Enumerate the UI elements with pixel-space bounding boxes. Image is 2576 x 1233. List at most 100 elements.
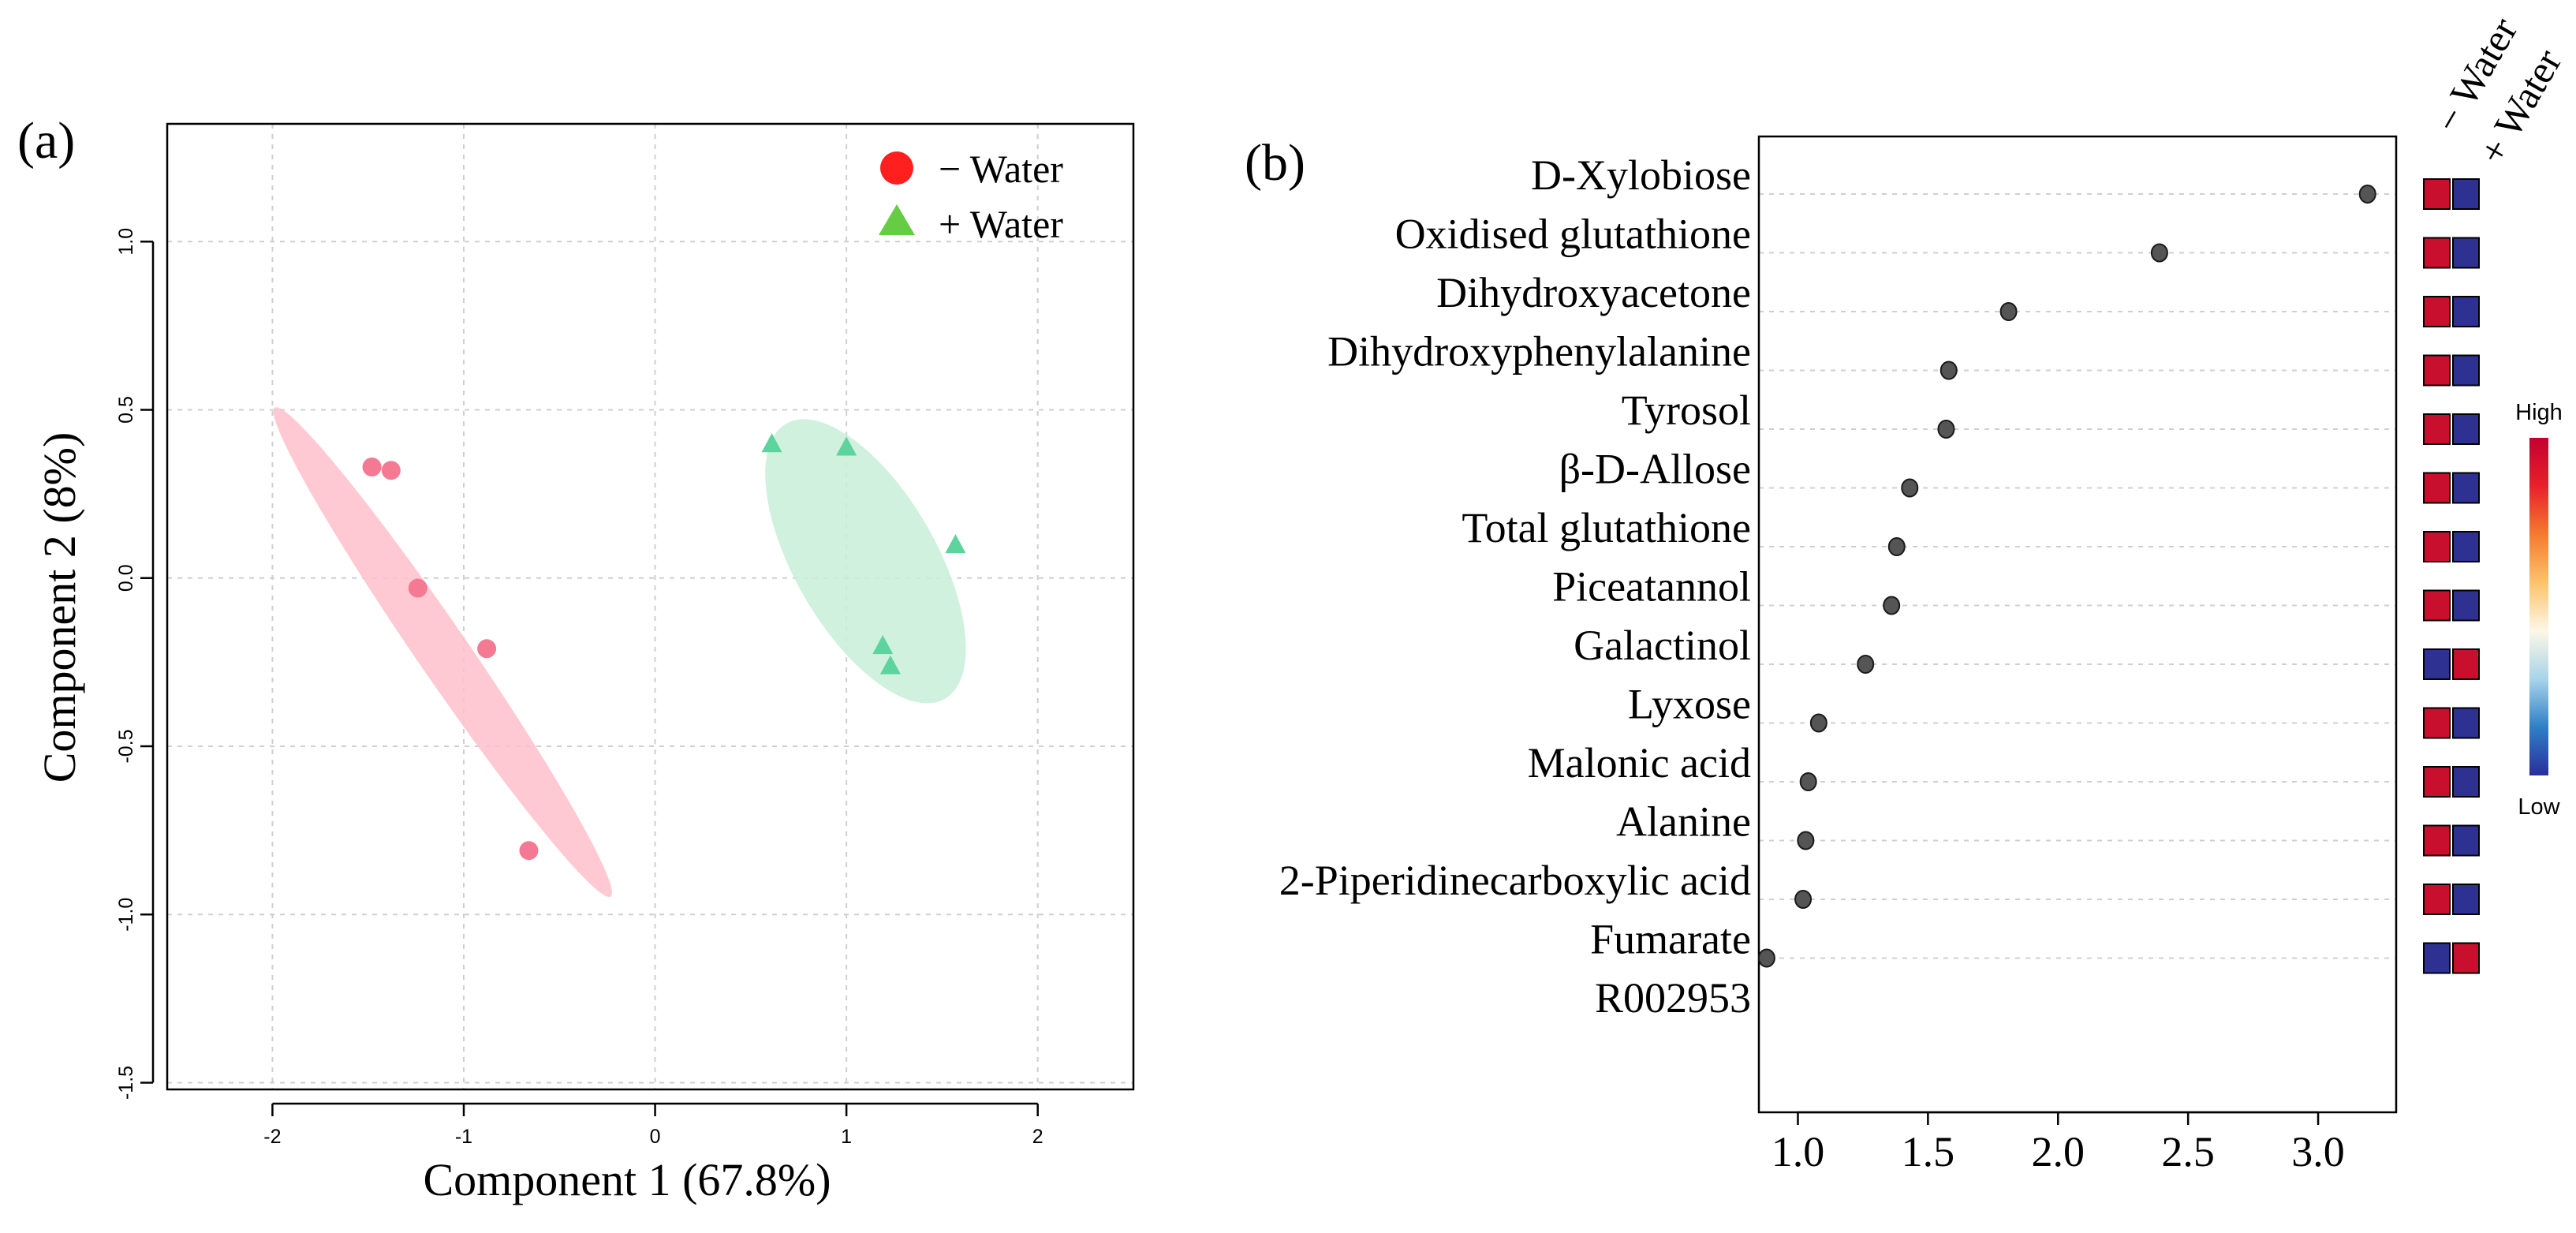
point-water-4 bbox=[872, 635, 894, 655]
heatmap-cell-2-piperidinecarboxylic-acid-water bbox=[2452, 884, 2480, 915]
panel-a-x-axis-label: Component 1 (67.8%) bbox=[423, 1154, 831, 1205]
heatmap-cell-lyxose-water bbox=[2423, 707, 2451, 739]
point-water-1 bbox=[362, 458, 382, 477]
category-label-galactinol: Galactinol bbox=[1574, 622, 1751, 669]
heatmap-cell-dihydroxyacetone-water bbox=[2423, 296, 2451, 327]
y-tick-label: 0.5 bbox=[115, 396, 137, 424]
colorbar-low-label: Low bbox=[2518, 794, 2560, 820]
heatmap-cell-total-glutathione-water bbox=[2452, 531, 2480, 562]
heatmap-cell-malonic-acid-water bbox=[2423, 766, 2451, 798]
category-label-oxidised-glutathione: Oxidised glutathione bbox=[1395, 211, 1751, 258]
heatmap-cell-dihydroxyphenylalanine-water bbox=[2423, 354, 2451, 387]
heatmap-cell-malonic-acid-water bbox=[2452, 766, 2480, 798]
vip-dot-piceatannol bbox=[1883, 596, 1901, 615]
panel-b-vip-plot: (b) D-Xylobiose Oxidised glutathione Dihyd… bbox=[1245, 9, 2570, 1175]
legend-plus-water-label: + Water bbox=[939, 202, 1063, 246]
panel-b-colorbar: High Low bbox=[2515, 400, 2563, 820]
category-label-piceatannol: Piceatannol bbox=[1552, 563, 1751, 611]
vip-dot-malonic-acid bbox=[1799, 772, 1817, 791]
heatmap-cell-d-allose-water bbox=[2423, 472, 2451, 504]
category-label-r002953: R002953 bbox=[1595, 974, 1751, 1022]
vip-dot-dihydroxyacetone bbox=[1999, 302, 2018, 321]
colorbar-high-label: High bbox=[2515, 400, 2563, 425]
panel-a-pca-plot: (a) -2 -1 0 1 2 -1.5 -1.0 -0.5 0.0 0.5 1.0 Compon… bbox=[17, 112, 1135, 1205]
heatmap-cell-d-allose-water bbox=[2452, 472, 2480, 504]
heatmap-cell-oxidised-glutathione-water bbox=[2423, 237, 2451, 269]
point-water-2 bbox=[381, 461, 401, 480]
heatmap-cell-total-glutathione-water bbox=[2423, 531, 2451, 562]
heatmap-cell-piceatannol-water bbox=[2452, 589, 2480, 622]
vip-dot-total-glutathione bbox=[1887, 537, 1906, 556]
vip-dot-galactinol bbox=[1857, 655, 1875, 674]
panel-b-heatmap-headers: − Water + Water bbox=[2425, 9, 2570, 171]
panel-b-heatmap bbox=[2423, 178, 2480, 974]
vip-dot-lyxose bbox=[1809, 713, 1827, 733]
point-water-4 bbox=[477, 639, 497, 659]
panel-a-grid bbox=[167, 124, 1133, 1089]
panel-a-y-ticks: -1.5 -1.0 -0.5 0.0 0.5 1.0 bbox=[115, 228, 155, 1100]
category-label-alanine: Alanine bbox=[1616, 798, 1751, 846]
vip-dot-alanine bbox=[1797, 831, 1815, 850]
confidence-ellipse-water bbox=[273, 407, 612, 897]
heatmap-cell-tyrosol-water bbox=[2452, 413, 2480, 445]
legend-minus-water-label: − Water bbox=[939, 147, 1063, 191]
vip-dot-oxidised-glutathione bbox=[2150, 243, 2168, 263]
point-water-5 bbox=[519, 841, 539, 861]
heatmap-cell-piceatannol-water bbox=[2423, 589, 2451, 622]
heatmap-cell-2-piperidinecarboxylic-acid-water bbox=[2423, 884, 2451, 915]
heatmap-cell-dihydroxyacetone-water bbox=[2452, 296, 2480, 327]
panel-a-points bbox=[362, 433, 966, 861]
panel-b-category-labels: D-Xylobiose Oxidised glutathione Dihydroxy… bbox=[1279, 151, 1751, 1022]
panel-b-frame bbox=[1757, 135, 2398, 1114]
heatmap-cell-galactinol-water bbox=[2423, 648, 2451, 680]
point-water-3 bbox=[408, 578, 427, 598]
vip-dot-fumarate bbox=[1757, 948, 1775, 968]
heatmap-cell-galactinol-water bbox=[2452, 648, 2480, 680]
vip-dot-2-piperidinecarboxylic-acid bbox=[1794, 890, 1813, 909]
point-water-1 bbox=[761, 433, 782, 453]
heatmap-cell-alanine-water bbox=[2423, 824, 2451, 857]
y-tick-label: -1.5 bbox=[115, 1066, 137, 1100]
heatmap-cell-d-xylobiose-water bbox=[2423, 178, 2451, 210]
x-tick-label: 3.0 bbox=[2291, 1128, 2345, 1175]
confidence-ellipse-water bbox=[765, 419, 966, 704]
x-tick-label: 2.0 bbox=[2032, 1128, 2085, 1175]
x-tick-label: -2 bbox=[263, 1126, 281, 1148]
heatmap-cell-d-xylobiose-water bbox=[2452, 178, 2480, 210]
category-label-dihydroxyacetone: Dihydroxyacetone bbox=[1436, 269, 1751, 316]
x-tick-label: 1 bbox=[841, 1126, 852, 1148]
category-label-lyxose: Lyxose bbox=[1628, 681, 1751, 728]
panel-b-dots bbox=[1757, 185, 2376, 968]
category-label-2-piperidinecarboxylic-acid: 2-Piperidinecarboxylic acid bbox=[1279, 857, 1751, 904]
category-label-dihydroxyphenylalanine: Dihydroxyphenylalanine bbox=[1327, 328, 1751, 376]
point-water-3 bbox=[945, 534, 966, 554]
category-label-d-allose: β-D-Allose bbox=[1559, 446, 1751, 493]
panel-a-ellipses bbox=[273, 407, 966, 897]
heatmap-cell-fumarate-water bbox=[2452, 942, 2480, 974]
panel-a-x-ticks: -2 -1 0 1 2 bbox=[263, 1102, 1043, 1148]
legend-minus-water-marker bbox=[880, 151, 913, 185]
heatmap-cell-dihydroxyphenylalanine-water bbox=[2452, 354, 2480, 387]
category-label-malonic-acid: Malonic acid bbox=[1528, 739, 1751, 787]
panel-b-x-ticks: 1.0 1.5 2.0 2.5 3.0 bbox=[1771, 1111, 2345, 1175]
panel-a-y-axis-label: Component 2 (8%) bbox=[34, 432, 85, 783]
x-tick-label: 2.5 bbox=[2161, 1128, 2215, 1175]
y-tick-label: 0.0 bbox=[115, 564, 137, 592]
y-tick-label: -1.0 bbox=[115, 898, 137, 932]
y-tick-label: 1.0 bbox=[115, 228, 137, 256]
panel-a-label: (a) bbox=[17, 112, 75, 170]
category-label-d-xylobiose: D-Xylobiose bbox=[1531, 151, 1751, 199]
category-label-total-glutathione: Total glutathione bbox=[1462, 504, 1751, 551]
vip-dot-d-allose bbox=[1901, 478, 1919, 498]
vip-dot-tyrosol bbox=[1937, 420, 1955, 439]
x-tick-label: 0 bbox=[650, 1126, 661, 1148]
category-label-fumarate: Fumarate bbox=[1590, 916, 1751, 963]
panel-a-frame bbox=[166, 122, 1135, 1091]
legend-plus-water-marker bbox=[879, 204, 915, 235]
point-water-2 bbox=[836, 436, 857, 456]
y-tick-label: -0.5 bbox=[115, 729, 137, 763]
vip-dot-dihydroxyphenylalanine bbox=[1939, 361, 1958, 380]
x-tick-label: -1 bbox=[455, 1126, 472, 1148]
heatmap-cell-oxidised-glutathione-water bbox=[2452, 237, 2480, 269]
